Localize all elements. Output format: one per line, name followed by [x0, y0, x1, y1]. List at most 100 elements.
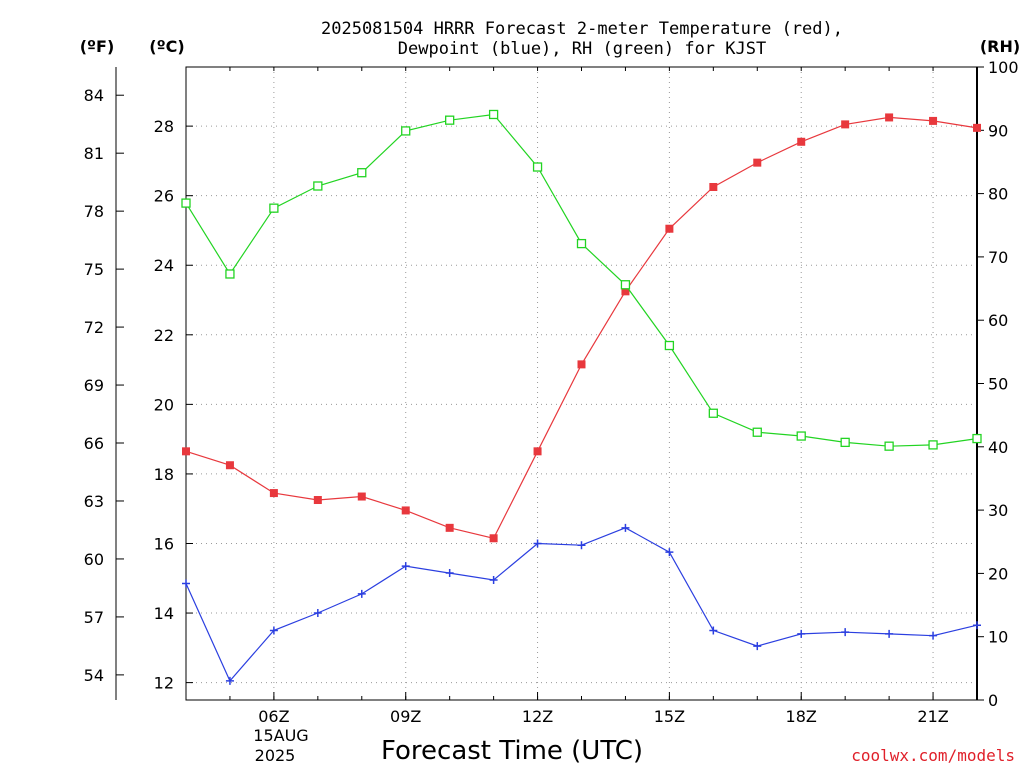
rh-point	[664, 340, 675, 351]
rh-tick-label: 30	[988, 501, 1008, 520]
dewpoint-point	[753, 642, 762, 651]
temperature-point	[225, 461, 234, 470]
dewpoint-point	[841, 628, 850, 637]
chart-title-line-1: 2025081504 HRRR Forecast 2-meter Tempera…	[321, 19, 843, 39]
dewpoint-point	[489, 576, 498, 585]
rh-point	[357, 168, 367, 178]
temperature-point	[577, 360, 586, 369]
x-axis-label: Forecast Time (UTC)	[381, 736, 643, 766]
celsius-axis-ticks: 12 14 16 18 20 22 24 26 28	[154, 117, 193, 693]
temperature-point	[929, 116, 938, 125]
rh-tick-label: 60	[988, 311, 1008, 330]
rh-point	[225, 269, 235, 279]
temperature-point	[357, 492, 366, 501]
x-tick-label: 09Z	[390, 707, 421, 726]
fahrenheit-tick-label: 57	[84, 608, 104, 627]
rh-point	[972, 433, 982, 444]
date-day-label: 15AUG	[253, 726, 308, 745]
celsius-tick-label: 22	[154, 326, 174, 345]
x-tick-label: 21Z	[917, 707, 948, 726]
dewpoint-point	[929, 631, 938, 640]
celsius-tick-label: 18	[154, 465, 174, 484]
celsius-tick-label: 16	[154, 534, 174, 553]
x-axis-ticks: 06Z 09Z 12Z 15Z 18Z 21Z	[185, 67, 978, 726]
fahrenheit-tick-label: 75	[84, 260, 104, 279]
rh-point	[445, 115, 455, 125]
rh-tick-label: 40	[988, 438, 1008, 457]
series-temperature	[182, 113, 981, 543]
rh-tick-label: 90	[988, 121, 1008, 140]
chart-title-line-2: Dewpoint (blue), RH (green) for KJST	[398, 39, 766, 59]
rh-axis-ticks: 0 10 20 30 40 50 60 70 80 90 100	[977, 58, 1019, 710]
temperature-point	[753, 158, 762, 167]
temperature-point	[401, 506, 410, 515]
temperature-point	[621, 287, 630, 296]
dewpoint-point	[709, 626, 718, 635]
data-series	[181, 109, 982, 685]
rh-point	[576, 238, 587, 249]
fahrenheit-tick-label: 81	[84, 144, 104, 163]
series-relative-humidity	[181, 109, 982, 451]
x-tick-label: 06Z	[258, 707, 289, 726]
celsius-unit-label: (ºC)	[149, 37, 184, 56]
temperature-point	[182, 447, 190, 456]
dewpoint-point	[797, 629, 806, 638]
rh-tick-label: 20	[988, 564, 1008, 583]
dewpoint-point	[357, 589, 366, 598]
series-line	[185, 527, 978, 682]
celsius-tick-label: 20	[154, 395, 174, 414]
fahrenheit-tick-label: 66	[84, 434, 104, 453]
rh-point	[796, 431, 806, 441]
temperature-point	[445, 523, 454, 532]
rh-point	[401, 126, 411, 136]
rh-point	[313, 181, 323, 191]
fahrenheit-tick-label: 63	[84, 492, 104, 511]
credit-text: coolwx.com/models	[851, 746, 1015, 765]
dewpoint-point	[225, 676, 234, 685]
rh-point	[181, 198, 191, 208]
fahrenheit-tick-label: 60	[84, 550, 104, 569]
series-line	[185, 113, 978, 447]
dewpoint-point	[577, 541, 586, 550]
temperature-point	[797, 137, 806, 146]
rh-point	[708, 408, 718, 418]
rh-point	[532, 162, 543, 172]
celsius-tick-label: 12	[154, 674, 174, 693]
temperature-point	[709, 182, 718, 191]
x-tick-label: 15Z	[654, 707, 685, 726]
temperature-point	[489, 534, 498, 543]
fahrenheit-unit-label: (ºF)	[80, 37, 115, 56]
temperature-point	[885, 113, 894, 122]
dewpoint-point	[973, 621, 981, 630]
x-tick-label: 12Z	[522, 707, 553, 726]
rh-tick-label: 10	[988, 628, 1008, 647]
rh-point	[752, 427, 762, 437]
celsius-tick-label: 24	[154, 256, 174, 275]
temperature-point	[313, 496, 322, 505]
rh-point	[928, 440, 938, 450]
rh-unit-label: (RH)	[980, 37, 1020, 56]
rh-point	[620, 280, 631, 290]
fahrenheit-tick-label: 78	[84, 202, 104, 221]
fahrenheit-tick-label: 84	[84, 86, 104, 105]
rh-tick-label: 100	[988, 58, 1019, 77]
rh-tick-label: 80	[988, 185, 1008, 204]
x-tick-label: 18Z	[786, 707, 817, 726]
temperature-point	[269, 489, 278, 498]
fahrenheit-tick-label: 69	[84, 376, 104, 395]
dewpoint-point	[401, 562, 410, 571]
dewpoint-point	[665, 548, 674, 557]
celsius-tick-label: 28	[154, 117, 174, 136]
rh-point	[840, 437, 850, 448]
celsius-tick-label: 26	[154, 187, 174, 206]
rh-point	[884, 441, 894, 451]
dewpoint-point	[269, 626, 278, 635]
dewpoint-point	[885, 629, 894, 638]
series-line	[185, 116, 978, 539]
axes	[115, 66, 978, 701]
temperature-point	[533, 447, 542, 456]
dewpoint-point	[182, 579, 190, 588]
temperature-point	[841, 120, 850, 129]
plot-frame	[185, 66, 978, 701]
celsius-tick-label: 14	[154, 604, 174, 623]
